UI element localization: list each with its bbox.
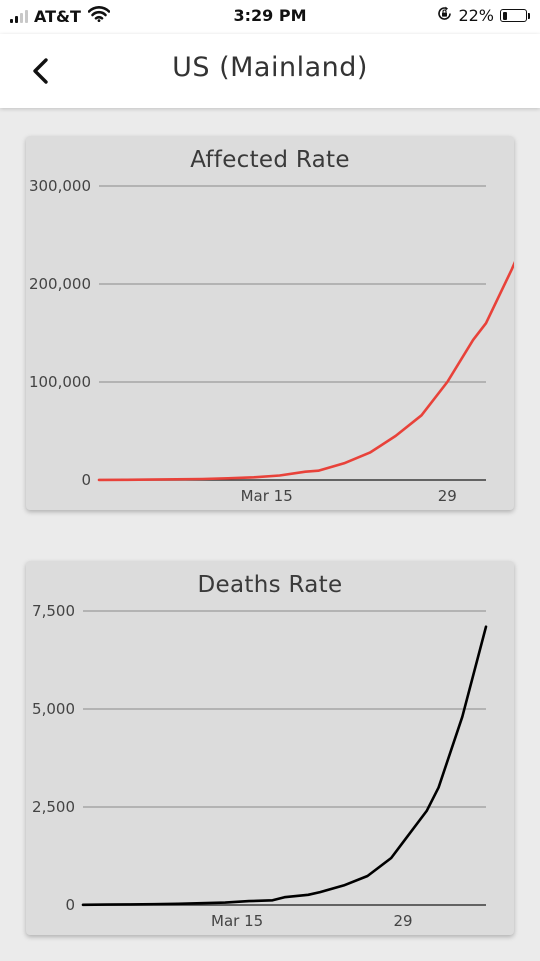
status-right: 22%	[437, 6, 530, 25]
back-button[interactable]	[26, 54, 56, 88]
x-tick-label: Mar 15	[241, 487, 293, 505]
navigation-bar: US (Mainland)	[0, 34, 540, 108]
carrier-name: AT&T	[34, 6, 81, 26]
battery-cap	[528, 12, 530, 19]
status-time: 3:29 PM	[233, 6, 307, 25]
affected-rate-card: 0 100,000 200,000 300,000 Mar 15 29 Affected …	[26, 136, 514, 510]
wifi-icon	[87, 6, 111, 26]
status-bar: AT&T 3:29 PM 22%	[0, 0, 540, 34]
chevron-left-icon	[33, 58, 48, 84]
orientation-lock-icon	[437, 6, 452, 25]
battery-percent: 22%	[458, 6, 494, 25]
battery-icon	[500, 9, 527, 22]
deaths-rate-card: 0 2,500 5,000 7,500 Mar 15 29 Deaths Rate	[26, 561, 514, 935]
x-tick-label: Mar 15	[211, 912, 263, 930]
series-line	[97, 261, 514, 482]
cell-signal-icon	[10, 9, 28, 23]
y-tick-label: 2,500	[32, 798, 75, 816]
affected-rate-chart: 0 100,000 200,000 300,000 Mar 15 29	[29, 177, 514, 505]
page-title: US (Mainland)	[172, 52, 368, 83]
deaths-rate-chart: 0 2,500 5,000 7,500 Mar 15 29	[32, 602, 488, 930]
x-tick-label: 29	[393, 912, 412, 930]
y-tick-label: 7,500	[32, 602, 75, 620]
chart-title: Deaths Rate	[197, 572, 343, 598]
chart-title: Affected Rate	[190, 147, 350, 173]
y-tick-label: 100,000	[29, 373, 91, 391]
series-line	[81, 625, 488, 907]
status-left: AT&T	[10, 6, 111, 26]
battery-level	[502, 11, 508, 20]
y-tick-label: 0	[65, 896, 75, 914]
y-tick-label: 0	[81, 471, 91, 489]
y-tick-label: 300,000	[29, 177, 91, 195]
y-tick-label: 5,000	[32, 700, 75, 718]
x-tick-label: 29	[438, 487, 457, 505]
y-tick-label: 200,000	[29, 275, 91, 293]
